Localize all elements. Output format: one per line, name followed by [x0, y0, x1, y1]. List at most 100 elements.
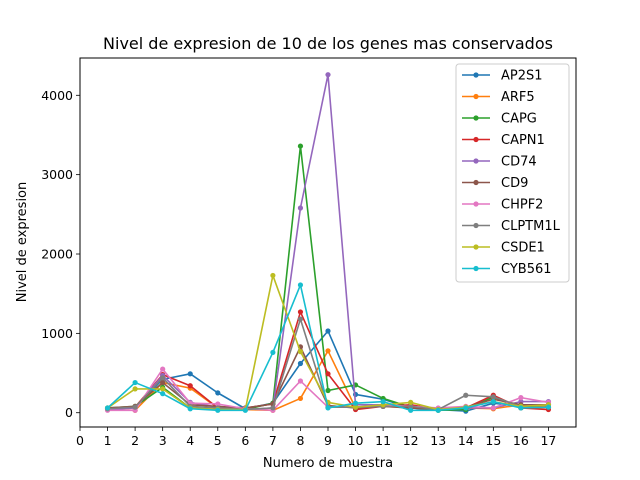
data-point: [435, 407, 441, 413]
legend-marker: [473, 222, 479, 229]
legend-item: CLPTM1L: [462, 219, 561, 234]
data-point: [325, 387, 331, 394]
legend-item: CSDE1: [462, 241, 545, 256]
data-point: [463, 405, 469, 411]
x-tick-label: 4: [186, 433, 194, 448]
data-point: [325, 405, 331, 411]
data-point: [408, 403, 414, 409]
legend-item: CYB561: [462, 262, 552, 277]
data-point: [297, 282, 304, 288]
data-point: [325, 328, 331, 334]
y-axis: 0 1000 2000 3000 4000: [41, 88, 80, 420]
legend-label: CYB561: [501, 262, 552, 277]
data-point: [270, 349, 276, 356]
legend-marker: [473, 93, 479, 100]
data-point: [187, 383, 193, 389]
legend-item: CD74: [462, 155, 537, 170]
x-tick-label: 6: [241, 433, 249, 448]
data-point: [187, 406, 193, 412]
data-point: [215, 407, 221, 413]
x-axis: 0 1 2 3 4 5 6 7 8 9 10 11 12 13 14 15 16 17: [76, 427, 556, 448]
legend-marker: [473, 244, 479, 250]
data-point: [297, 349, 304, 355]
data-point: [408, 399, 414, 405]
data-point: [242, 407, 248, 413]
legend-marker: [473, 201, 479, 207]
data-point: [160, 375, 166, 381]
data-point: [270, 405, 276, 411]
data-point: [215, 390, 221, 396]
legend-label: CD9: [501, 176, 528, 191]
legend-marker: [473, 179, 479, 186]
data-point: [490, 405, 496, 411]
y-axis-label: Nivel de expresion: [15, 182, 30, 303]
data-point: [104, 405, 111, 411]
data-point: [490, 399, 496, 405]
data-point: [297, 309, 304, 315]
data-point: [297, 205, 304, 211]
data-point: [545, 404, 552, 410]
x-tick-label: 12: [403, 433, 419, 448]
data-point: [463, 392, 469, 398]
x-tick-label: 3: [159, 433, 167, 448]
x-tick-label: 9: [324, 433, 332, 448]
legend-label: CD74: [501, 155, 537, 170]
legend-label: CAPN1: [501, 133, 545, 148]
data-point: [160, 379, 166, 386]
legend-item: CHPF2: [462, 198, 543, 213]
data-point: [490, 394, 496, 400]
x-tick-label: 8: [296, 433, 304, 448]
x-tick-label: 14: [458, 433, 474, 448]
data-point: [325, 348, 331, 354]
x-tick-label: 5: [214, 433, 222, 448]
x-tick-label: 0: [76, 433, 84, 448]
x-tick-label: 17: [540, 433, 556, 448]
x-axis-label: Numero de muestra: [263, 456, 393, 471]
x-tick-label: 2: [131, 433, 139, 448]
y-tick-label: 2000: [41, 247, 73, 262]
data-point: [380, 399, 386, 405]
data-point: [352, 404, 359, 410]
legend-marker: [473, 72, 479, 78]
data-point: [325, 371, 331, 377]
data-point: [518, 405, 524, 411]
legend-label: ARF5: [501, 90, 535, 105]
legend-item: CD9: [462, 176, 528, 191]
data-point: [160, 386, 166, 392]
data-point: [160, 366, 166, 372]
data-point: [160, 391, 166, 397]
legend-label: CHPF2: [501, 198, 543, 213]
series-layer: [104, 72, 552, 414]
data-point: [297, 395, 304, 402]
data-point: [132, 404, 138, 410]
data-point: [297, 143, 304, 149]
x-tick-label: 13: [430, 433, 446, 448]
y-tick-label: 4000: [41, 88, 73, 103]
x-tick-label: 1: [104, 433, 112, 448]
x-tick-label: 15: [485, 433, 501, 448]
legend-item: ARF5: [462, 90, 535, 105]
chart-title: Nivel de expresion de 10 de los genes ma…: [103, 34, 553, 53]
y-tick-label: 1000: [41, 326, 73, 341]
data-point: [408, 407, 414, 413]
series-cyb561: [104, 282, 552, 413]
x-tick-label: 16: [513, 433, 529, 448]
data-point: [352, 400, 359, 406]
legend-marker: [473, 158, 479, 164]
x-tick-label: 7: [269, 433, 277, 448]
legend-label: CSDE1: [501, 241, 545, 256]
data-point: [297, 360, 304, 367]
legend-marker: [473, 265, 479, 272]
data-point: [187, 371, 193, 377]
x-tick-label: 11: [375, 433, 391, 448]
data-point: [270, 272, 276, 279]
legend: AP2S1 ARF5 CAPG CAPN1 CD74 CD9 CHPF2 CLPTM1L CSD…: [455, 63, 570, 283]
legend-item: AP2S1: [462, 69, 543, 84]
y-tick-label: 0: [65, 405, 73, 420]
y-tick-label: 3000: [41, 167, 73, 182]
legend-marker: [473, 115, 479, 121]
legend-label: AP2S1: [501, 69, 543, 84]
x-tick-label: 10: [348, 433, 364, 448]
legend-marker: [473, 136, 479, 143]
